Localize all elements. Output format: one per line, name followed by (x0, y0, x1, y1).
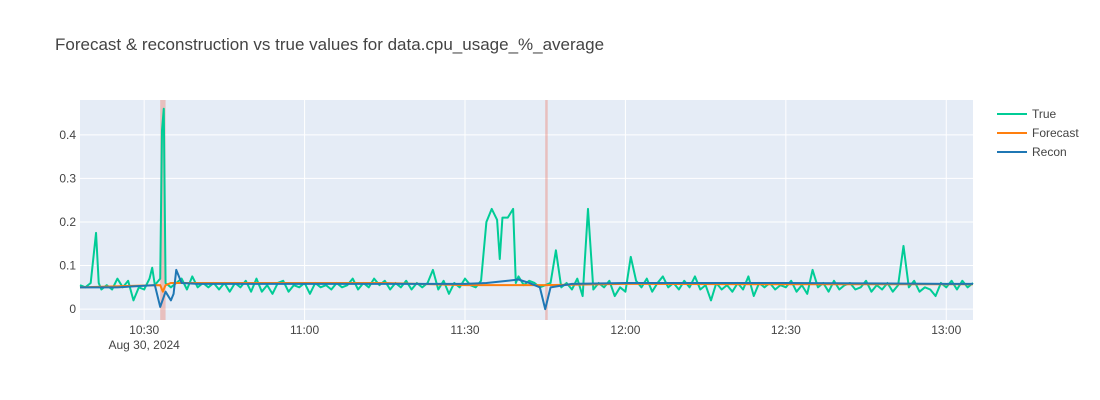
legend-item-forecast[interactable]: Forecast (997, 126, 1079, 140)
legend-label: Forecast (1032, 126, 1079, 140)
y-tick-label: 0.2 (59, 215, 76, 229)
y-tick-label: 0 (69, 302, 76, 316)
x-tick-label: 10:30 (129, 323, 159, 337)
y-tick-label: 0.3 (59, 171, 76, 185)
y-axis: 0 0.1 0.2 0.3 0.4 (59, 128, 76, 316)
legend-item-true[interactable]: True (997, 107, 1057, 121)
series-line-recon (80, 268, 973, 311)
grid (80, 100, 973, 320)
plot-area (80, 100, 973, 320)
x-tick-label: 11:30 (450, 323, 479, 337)
legend-label: True (1032, 107, 1057, 121)
chart-title: Forecast & reconstruction vs true values… (55, 35, 604, 54)
series-lines (79, 107, 974, 311)
x-tick-label: 12:00 (610, 323, 640, 337)
x-tick-label: 11:00 (290, 323, 319, 337)
y-tick-label: 0.4 (59, 128, 76, 142)
x-tick-label: 12:30 (771, 323, 801, 337)
legend[interactable]: True Forecast Recon (997, 107, 1079, 159)
legend-item-recon[interactable]: Recon (997, 145, 1067, 159)
x-tick-label: 13:00 (931, 323, 961, 337)
x-tick-sublabel: Aug 30, 2024 (108, 338, 180, 352)
anomaly-regions (160, 100, 548, 320)
legend-label: Recon (1032, 145, 1067, 159)
anomaly-region (545, 100, 548, 320)
y-tick-label: 0.1 (59, 259, 76, 273)
anomaly-region (160, 100, 166, 320)
